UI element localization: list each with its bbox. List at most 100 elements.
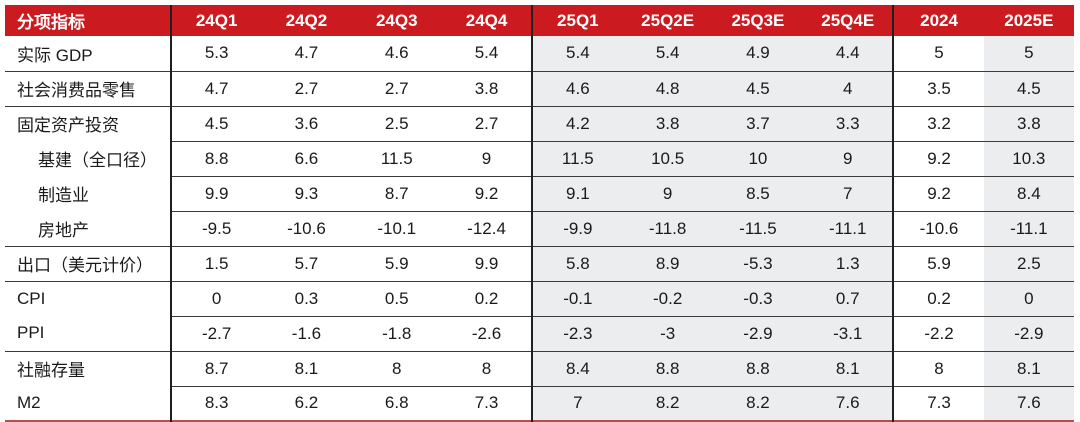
table-row: 社会消费品零售 4.7 2.7 2.7 3.8 4.6 4.8 4.5 4 3.5 4.5 — [5, 71, 1074, 107]
value-cell: -11.1 — [983, 211, 1074, 247]
value-cell: 9.2 — [892, 176, 984, 212]
value-cell: 8 — [351, 351, 442, 387]
value-cell: 7 — [531, 386, 623, 421]
row-label: 固定资产投资 — [17, 116, 119, 136]
row-label: 基建（全口径） — [38, 151, 157, 170]
value-cell: 9.3 — [261, 176, 352, 212]
column-header-25q1: 25Q1 — [531, 5, 623, 36]
row-label: 制造业 — [38, 186, 89, 205]
column-header-24q3: 24Q3 — [351, 5, 442, 36]
row-label: 房地产 — [5, 211, 171, 247]
value-cell: 3.8 — [441, 71, 533, 107]
column-header-25q3e: 25Q3E — [712, 5, 804, 36]
value-cell: 1.3 — [803, 246, 894, 282]
value-cell: 9 — [803, 141, 894, 177]
value-cell: -10.1 — [351, 211, 442, 247]
value-cell: -11.5 — [712, 211, 804, 247]
value-cell: 0.2 — [441, 281, 533, 317]
value-cell: -2.7 — [169, 316, 262, 352]
value-cell: 7.3 — [474, 393, 499, 413]
table-row: 出口（美元计价） 1.5 5.7 5.9 9.9 5.8 8.9 -5.3 1.3 5.9 2.5 — [5, 246, 1074, 282]
value-cell: 5.7 — [261, 246, 352, 282]
column-header-25q4e: 25Q4E — [803, 5, 894, 36]
table-row: M2 8.3 6.2 6.8 7.3 7 8.2 8.2 7.6 7.3 7.6 — [5, 386, 1074, 421]
value-cell: 2.7 — [441, 106, 533, 142]
value-cell: 7.3 — [892, 386, 984, 421]
value-cell: 0.5 — [351, 281, 442, 317]
value-cell: 8 — [441, 351, 533, 387]
value-cell: 8.4 — [531, 351, 623, 387]
value-cell: 9.1 — [531, 176, 623, 212]
value-cell: -2.9 — [983, 316, 1074, 352]
value-cell: -2.6 — [441, 316, 533, 352]
value-cell: -12.4 — [441, 211, 533, 247]
value-cell: 5 — [983, 36, 1074, 72]
value-cell: 8.9 — [622, 246, 713, 282]
value-cell: 0.3 — [261, 281, 352, 317]
value-cell: 4.2 — [531, 106, 623, 142]
row-label: 实际 GDP — [5, 36, 171, 72]
table-row: 实际 GDP 5.3 4.7 4.6 5.4 5.4 5.4 4.9 4.4 5 5 — [5, 36, 1074, 72]
table-body: 实际 GDP 5.3 4.7 4.6 5.4 5.4 5.4 4.9 4.4 5 5 社会消费品零售 4… — [5, 36, 1074, 421]
value-cell: -10.6 — [261, 211, 352, 247]
value-cell: 9 — [622, 176, 713, 212]
value-cell: -0.2 — [622, 281, 713, 317]
value-cell: 3.5 — [892, 71, 984, 107]
value-cell: 3.7 — [712, 106, 804, 142]
value-cell: 8 — [892, 351, 984, 387]
row-label: 出口（美元计价） — [5, 246, 171, 282]
value-cell: 0.2 — [892, 281, 984, 317]
table-row: 基建（全口径） 8.8 6.6 11.5 9 11.5 10.5 10 9 9.2 10.3 — [5, 141, 1074, 177]
value-cell: 2.5 — [983, 246, 1074, 282]
value-cell: 2.7 — [261, 71, 352, 107]
value-cell: 8.3 — [169, 386, 262, 421]
value-cell: 5.8 — [531, 246, 623, 282]
value-cell: 4.5 — [169, 106, 262, 142]
value-cell: 9.2 — [892, 141, 984, 177]
value-cell: -3.1 — [803, 316, 894, 352]
header-label-cell: 分项指标 — [5, 5, 171, 36]
value-cell: 4.6 — [531, 71, 623, 107]
value-cell: 5.9 — [351, 246, 442, 282]
value-cell: 8.8 — [169, 141, 262, 177]
value-cell: 11.5 — [531, 141, 623, 177]
value-cell: -11.8 — [622, 211, 713, 247]
value-cell: 3.3 — [803, 106, 894, 142]
value-cell: 9.9 — [169, 176, 262, 212]
row-label: CPI — [17, 288, 46, 308]
value-cell: 4.9 — [712, 36, 804, 72]
value-cell: -10.6 — [892, 211, 984, 247]
value-cell: 10 — [712, 141, 804, 177]
value-cell: 10.5 — [622, 141, 713, 177]
row-label: 社融存量 — [17, 361, 85, 381]
value-cell: 11.5 — [351, 141, 442, 177]
table-row: 房地产 -9.5 -10.6 -10.1 -12.4 -9.9 -11.8 -11.5 -11.… — [5, 211, 1074, 247]
value-cell: 5.9 — [892, 246, 984, 282]
column-header-24q4: 24Q4 — [441, 5, 533, 36]
value-cell: 3.2 — [892, 106, 984, 142]
row-label: 社会消费品零售 — [5, 71, 171, 107]
value-cell: 4.4 — [803, 36, 894, 72]
value-cell: 4.7 — [169, 71, 262, 107]
row-label: M2 — [17, 393, 41, 412]
value-cell: 5 — [892, 36, 984, 72]
value-cell: 8.1 — [261, 351, 352, 387]
value-cell: 8.5 — [712, 176, 804, 212]
value-cell: 10.3 — [983, 141, 1074, 177]
value-cell: 0 — [169, 281, 262, 317]
value-cell: 9 — [441, 141, 533, 177]
column-header-24q2: 24Q2 — [261, 5, 352, 36]
value-cell: 0.7 — [803, 281, 894, 317]
value-cell: 5.4 — [622, 36, 713, 72]
value-cell: 1.5 — [169, 246, 262, 282]
value-cell: -2.2 — [892, 316, 984, 352]
value-cell: 7.6 — [983, 386, 1074, 421]
value-cell: 6.2 — [294, 393, 319, 413]
indicator-table: 分项指标 24Q1 24Q2 24Q3 24Q4 25Q1 25Q2E 25Q3E 25Q4E… — [5, 5, 1074, 422]
table-row: CPI 0 0.3 0.5 0.2 -0.1 -0.2 -0.3 0.7 0.2 0 — [5, 281, 1074, 317]
value-cell: 8.2 — [712, 386, 804, 421]
value-cell: 8.4 — [983, 176, 1074, 212]
value-cell: 6.6 — [261, 141, 352, 177]
value-cell: 4.5 — [712, 71, 804, 107]
